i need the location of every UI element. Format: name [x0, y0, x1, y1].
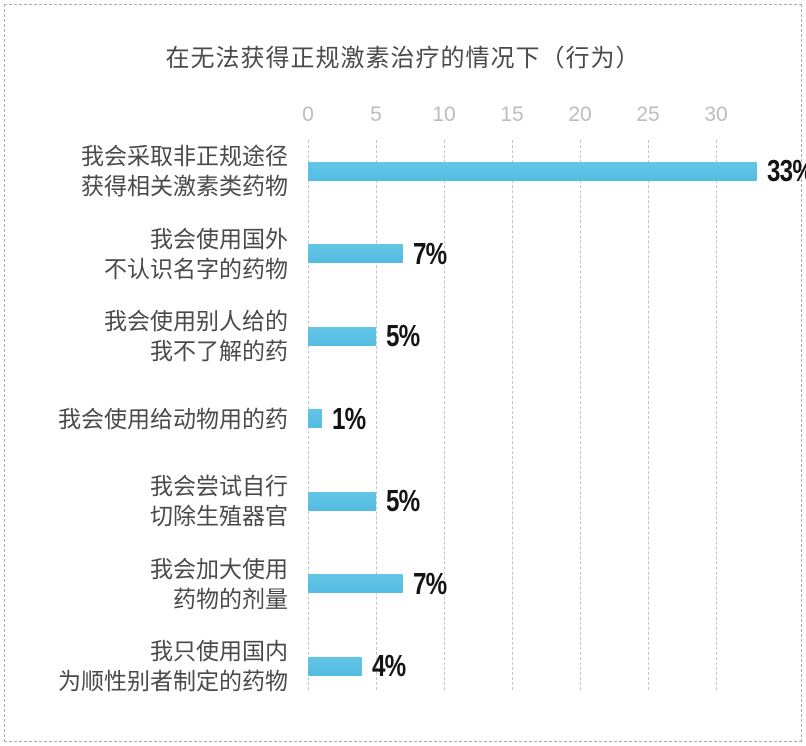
gridline [444, 140, 445, 690]
bar [308, 326, 376, 346]
chart-frame [4, 4, 802, 742]
category-label: 我会尝试自行 切除生殖器官 [150, 473, 288, 529]
gridline [512, 140, 513, 690]
value-label: 4% [372, 648, 406, 683]
bar [308, 491, 376, 511]
category-label: 我会使用给动物用的药 [58, 405, 288, 432]
bar [308, 656, 363, 676]
bar [308, 161, 757, 181]
x-axis-tick-label: 30 [704, 103, 728, 126]
x-axis-tick-label: 10 [432, 103, 456, 126]
value-label: 1% [331, 400, 366, 436]
value-label: 7% [413, 235, 447, 271]
category-label: 我会使用别人给的 我不了解的药 [104, 308, 288, 364]
x-axis-tick-label: 0 [302, 103, 314, 126]
category-label: 我会加大使用 药物的剂量 [150, 555, 288, 612]
bar [308, 244, 404, 263]
x-axis-tick-label: 15 [500, 103, 524, 126]
bar [308, 409, 322, 428]
gridline [580, 140, 581, 690]
bar [308, 574, 404, 593]
value-label: 7% [413, 565, 447, 601]
chart-title: 在无法获得正规激素治疗的情况下（行为） [165, 45, 641, 72]
gridline [376, 140, 377, 690]
value-label: 5% [386, 483, 420, 518]
category-label: 我会使用国外 不认识名字的药物 [104, 225, 288, 282]
value-label: 5% [386, 318, 420, 353]
x-axis-tick-label: 5 [370, 103, 382, 126]
x-axis-tick-label: 20 [568, 103, 592, 126]
x-axis-tick-label: 25 [636, 103, 660, 126]
category-label: 我会采取非正规途径 获得相关激素类药物 [81, 143, 288, 199]
gridline [648, 140, 649, 690]
gridline [716, 140, 717, 690]
category-label: 我只使用国内 为顺性别者制定的药物 [58, 638, 288, 694]
value-label: 33% [766, 153, 806, 188]
